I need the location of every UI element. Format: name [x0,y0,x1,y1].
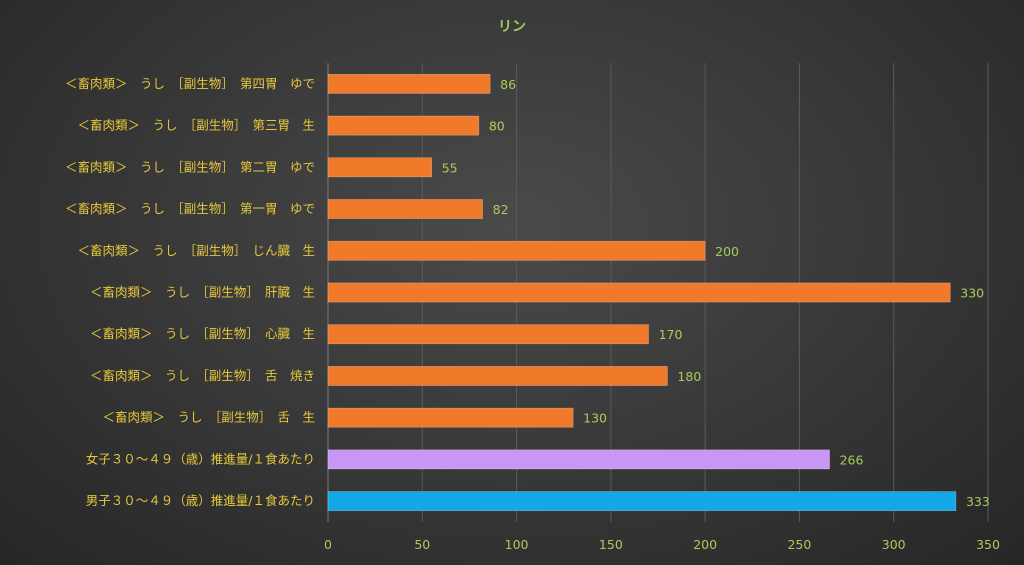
x-tick-label: 100 [505,537,529,552]
x-tick-label: 150 [599,537,623,552]
data-label: 86 [500,77,516,92]
bar [327,282,951,303]
bar [327,407,574,428]
bars [327,73,957,512]
category-label: ＜畜肉類＞ うし ［副生物］ 第一胃 ゆで [65,201,315,216]
bar [327,157,433,178]
data-label: 55 [442,160,458,175]
bar [327,240,706,261]
category-label: ＜畜肉類＞ うし ［副生物］ 第三胃 生 [77,118,315,133]
bar [327,366,668,386]
bar [327,199,483,219]
x-axis-tick-labels: 0 50 100 150 200 250 300 350 [324,537,1000,552]
x-tick-label: 300 [882,537,906,552]
category-label: 男子３０～４９（歳）推進量/１食あたり [86,493,315,508]
x-tick-label: 250 [787,537,811,552]
data-label: 200 [715,244,739,259]
x-tick-label: 50 [414,537,430,552]
data-label: 330 [960,286,984,301]
data-label: 170 [659,327,683,342]
data-label: 82 [493,202,509,217]
x-tick-label: 200 [693,537,717,552]
bar [327,73,491,94]
data-label: 80 [489,119,505,134]
category-label: ＜畜肉類＞ うし ［副生物］ 肝臓 生 [90,285,315,300]
x-tick-label: 0 [324,537,332,552]
category-label: ＜畜肉類＞ うし ［副生物］ じん臓 生 [77,243,315,258]
category-label: ＜畜肉類＞ うし ［副生物］ 舌 生 [102,410,315,425]
bar [327,115,480,136]
category-label: ＜畜肉類＞ うし ［副生物］ 第二胃 ゆで [65,159,315,174]
bar [327,324,649,345]
chart-title: リン [498,19,526,35]
category-labels: ＜畜肉類＞ うし ［副生物］ 第四胃 ゆで ＜畜肉類＞ うし ［副生物］ 第三胃 … [65,76,315,508]
bar [327,449,830,470]
category-label: ＜畜肉類＞ うし ［副生物］ 舌 焼き [90,368,315,383]
data-label: 333 [966,494,990,509]
category-label: ＜畜肉類＞ うし ［副生物］ 心臓 生 [90,326,315,341]
x-tick-label: 350 [976,537,1000,552]
bar [327,491,957,512]
category-label: ＜畜肉類＞ うし ［副生物］ 第四胃 ゆで [65,76,315,91]
category-label: 女子３０～４９（歳）推進量/１食あたり [86,451,315,466]
data-label: 130 [583,411,607,426]
data-label: 266 [840,452,864,467]
data-label: 180 [677,369,701,384]
value-labels: 86 80 55 82 200 330 170 180 130 266 333 [442,77,990,509]
